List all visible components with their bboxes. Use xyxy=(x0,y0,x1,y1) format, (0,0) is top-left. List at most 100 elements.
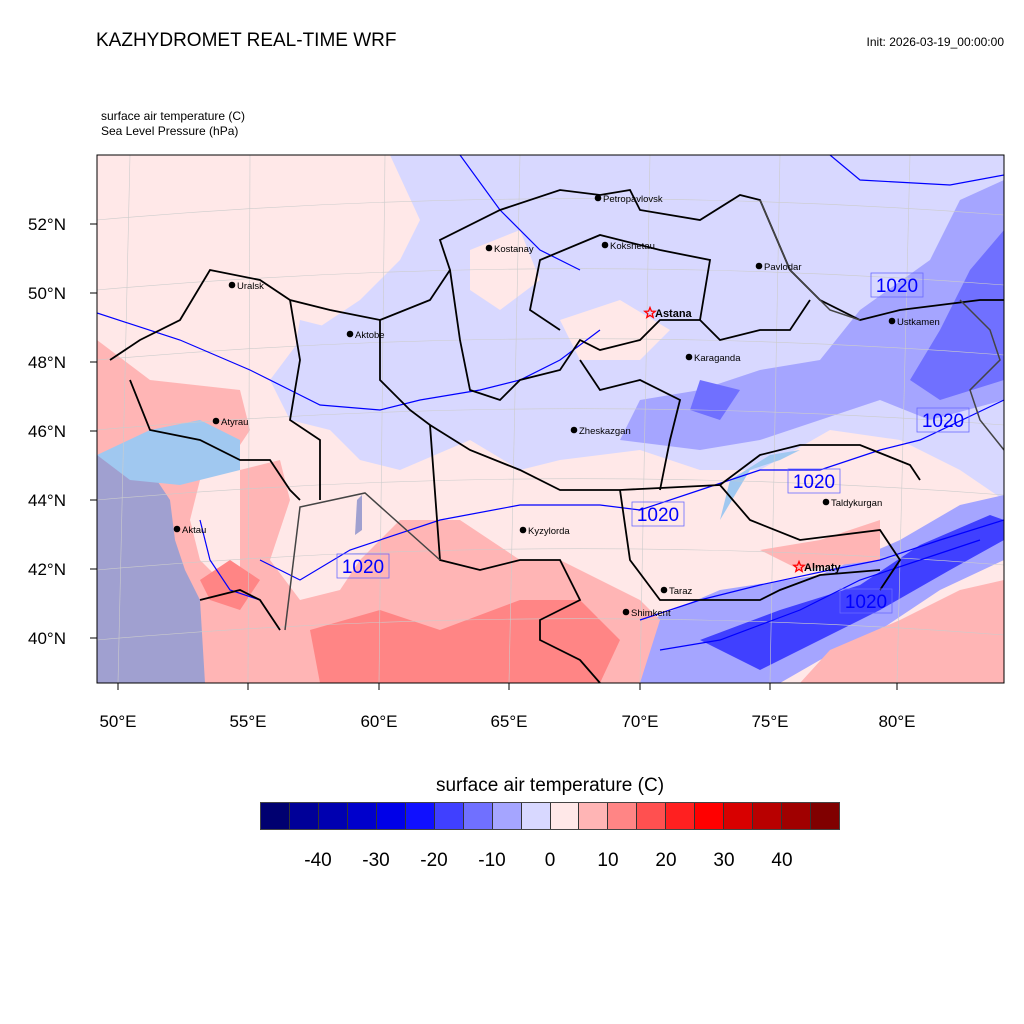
lon-label: 75°E xyxy=(751,712,788,731)
city-label: Aktau xyxy=(182,525,206,536)
city-label: Aktobe xyxy=(355,330,385,341)
lat-label: 40°N xyxy=(28,629,66,648)
colorbar-tick-label: -20 xyxy=(420,850,448,871)
city-taraz: Taraz xyxy=(660,586,692,597)
colorbar-swatch xyxy=(724,803,754,829)
city-uralsk: Uralsk xyxy=(228,281,264,292)
city-dot-icon xyxy=(346,330,354,338)
isobar-label: 1020 xyxy=(336,553,390,579)
city-label: Karaganda xyxy=(694,353,741,364)
temp-zone-cold xyxy=(150,210,360,390)
svg-text:1020: 1020 xyxy=(845,592,887,613)
city-label: Taraz xyxy=(669,586,692,597)
capital-star-icon xyxy=(643,305,657,319)
isobar-label: 1020 xyxy=(839,588,893,614)
city-astana: Astana xyxy=(643,305,693,320)
city-aktobe: Aktobe xyxy=(346,330,385,341)
colorbar-swatch xyxy=(579,803,609,829)
city-label: Uralsk xyxy=(237,281,264,292)
city-dot-icon xyxy=(228,281,236,289)
capital-star-icon xyxy=(792,559,806,573)
colorbar-tick-label: 40 xyxy=(771,850,793,871)
city-almaty: Almaty xyxy=(792,559,842,574)
isobar-label: 1020 xyxy=(631,501,685,527)
map-frame xyxy=(96,154,1005,684)
colorbar-swatch xyxy=(492,803,522,829)
city-label: Shimkent xyxy=(631,608,671,619)
colorbar-tick-label: -10 xyxy=(478,850,506,871)
lon-label: 60°E xyxy=(360,712,397,731)
city-label: Kostanay xyxy=(494,244,534,255)
svg-text:1020: 1020 xyxy=(342,557,384,578)
colorbar-swatch xyxy=(376,803,406,829)
graticule xyxy=(97,155,1004,683)
colorbar-swatch xyxy=(347,803,377,829)
aral-sea xyxy=(355,495,362,535)
city-label: Ustkamen xyxy=(897,317,940,328)
colorbar-swatch xyxy=(782,803,812,829)
colorbar-tick-label: -40 xyxy=(304,850,332,871)
caspian-north xyxy=(97,420,240,485)
city-label: Kyzylorda xyxy=(528,526,570,537)
city-label: Pavlodar xyxy=(764,262,802,273)
svg-text:1020: 1020 xyxy=(876,276,918,297)
map-plot: 1020 1020 1020 1020 1020 1020 Petropavlovsk Ko… xyxy=(28,154,1005,731)
field-label-temperature: surface air temperature (C) xyxy=(101,109,246,123)
city-kostanay: Kostanay xyxy=(485,244,534,255)
city-kyzylorda: Kyzylorda xyxy=(519,526,570,537)
city-dot-icon xyxy=(888,317,896,325)
lon-label: 80°E xyxy=(878,712,915,731)
city-label: Kokshetau xyxy=(610,241,655,252)
colorbar-swatch xyxy=(521,803,551,829)
lat-label: 44°N xyxy=(28,491,66,510)
temp-zone-mountain-core xyxy=(700,515,1004,670)
colorbar-swatch xyxy=(405,803,435,829)
lat-label: 42°N xyxy=(28,560,66,579)
isobar-label: 1020 xyxy=(916,407,970,433)
field-label-pressure: Sea Level Pressure (hPa) xyxy=(101,124,239,138)
lon-label: 70°E xyxy=(621,712,658,731)
colorbar-swatch xyxy=(289,803,319,829)
colorbar-swatch xyxy=(637,803,667,829)
city-zheskazgan: Zheskazgan xyxy=(570,426,631,437)
city-taldykurgan: Taldykurgan xyxy=(822,498,882,509)
colorbar xyxy=(260,802,840,830)
lat-label: 50°N xyxy=(28,284,66,303)
city-aktau: Aktau xyxy=(173,525,206,536)
city-shimkent: Shimkent xyxy=(622,608,671,619)
colorbar-tick-label: 0 xyxy=(544,850,556,871)
city-dot-icon xyxy=(622,608,630,616)
city-dot-icon xyxy=(173,525,181,533)
colorbar-swatch xyxy=(811,803,840,829)
isobar-label: 1020 xyxy=(870,272,924,298)
temp-zone-cold-mountain xyxy=(690,230,1004,420)
page-title: KAZHYDROMET REAL-TIME WRF xyxy=(96,30,397,51)
colorbar-swatch xyxy=(434,803,464,829)
city-atyrau: Atyrau xyxy=(212,417,248,428)
lat-label: 48°N xyxy=(28,353,66,372)
city-label: Almaty xyxy=(804,562,842,574)
colorbar-swatch xyxy=(695,803,725,829)
city-petropavlovsk: Petropavlovsk xyxy=(594,194,663,205)
colorbar-tick-label: 20 xyxy=(655,850,677,871)
colorbar-title: surface air temperature (C) xyxy=(435,775,665,796)
caspian-sea xyxy=(97,455,205,683)
city-kokshetau: Kokshetau xyxy=(601,241,655,252)
svg-text:1020: 1020 xyxy=(922,411,964,432)
city-dot-icon xyxy=(570,426,578,434)
admin-borders xyxy=(109,189,1004,683)
lon-label: 55°E xyxy=(229,712,266,731)
colorbar-swatch xyxy=(666,803,696,829)
city-pavlodar: Pavlodar xyxy=(755,262,802,273)
city-dot-icon xyxy=(660,586,668,594)
temp-zone-cool xyxy=(620,180,1004,450)
city-dot-icon xyxy=(519,526,527,534)
country-borders xyxy=(284,199,1004,631)
city-dot-icon xyxy=(485,244,493,252)
temp-zone-warm-patch xyxy=(97,155,670,360)
city-label: Zheskazgan xyxy=(579,426,631,437)
city-label: Astana xyxy=(655,308,693,320)
lon-label: 50°E xyxy=(99,712,136,731)
city-dot-icon xyxy=(755,262,763,270)
svg-text:1020: 1020 xyxy=(793,472,835,493)
